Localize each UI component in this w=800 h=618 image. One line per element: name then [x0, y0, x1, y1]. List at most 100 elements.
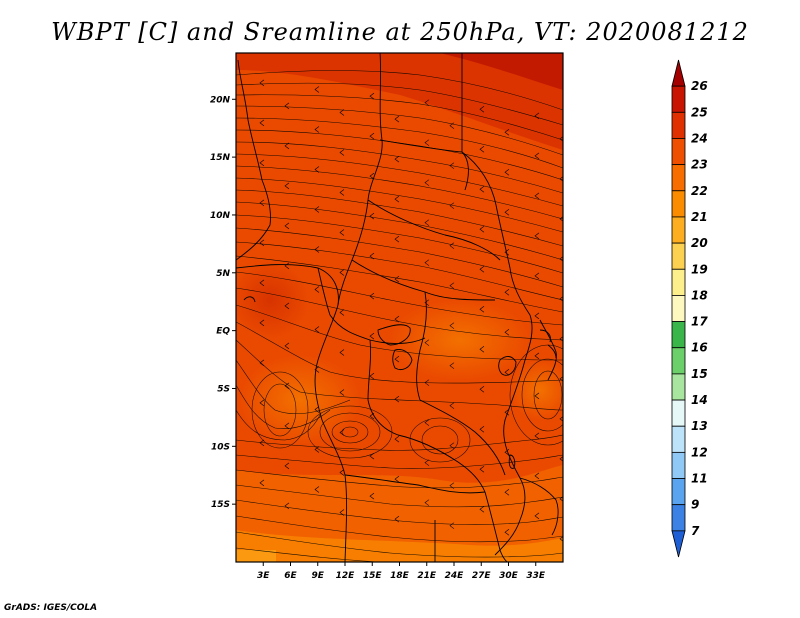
streamline-arrowhead [339, 229, 345, 236]
streamline-arrowhead [369, 492, 375, 500]
lon-tick-label: 33E [526, 571, 546, 581]
streamline-arrowhead [449, 162, 455, 169]
footer-credit: GrADS: IGES/COLA [4, 603, 98, 613]
streamline-arrowhead [394, 275, 400, 283]
colorbar-label: 17 [691, 315, 708, 329]
streamline-arrowhead [394, 155, 400, 163]
colorbar-swatch [671, 451, 686, 479]
lon-tick-label: 21E [417, 571, 437, 581]
streamline-arrowhead [259, 79, 265, 87]
colorbar-swatch [671, 504, 686, 532]
lon-tick-label: 27E [472, 571, 492, 581]
streamline-arrowhead [534, 432, 540, 440]
orange-patch-east [390, 300, 530, 380]
colorbar-label: 19 [691, 262, 708, 276]
streamline-arrowhead [424, 499, 430, 506]
lat-tick-label: 15N [210, 153, 231, 163]
streamline-arrowhead [259, 119, 265, 127]
longitude-axis: 3E 6E 9E 12E 15E 18E 21E 24E 27E 30E 33E [257, 562, 546, 581]
colorbar-swatch [671, 242, 686, 270]
lon-tick-label: 3E [257, 571, 270, 581]
colorbar: 26 25 24 23 22 21 20 19 18 17 16 15 14 13 12 11 9 7 [671, 59, 708, 558]
streamline-arrowhead [314, 486, 320, 493]
colorbar-swatch [671, 268, 686, 296]
streamline-arrowhead [284, 382, 290, 390]
streamline-arrowhead [479, 306, 485, 313]
streamline-arrowhead [259, 479, 265, 487]
lon-tick-label: 30E [499, 571, 519, 581]
streamline-arrowhead [339, 189, 345, 196]
orange-patch-coast [510, 360, 563, 420]
streamline-arrowhead [314, 246, 320, 253]
streamline-arrowhead [534, 112, 540, 120]
streamline-arrowhead [394, 315, 400, 323]
streamline-arrowhead [479, 146, 485, 153]
colorbar-label: 26 [691, 79, 708, 93]
streamline-arrowhead [504, 289, 510, 296]
streamline-arrowhead [534, 352, 540, 360]
chart-title: WBPT [C] and Sreamline at 250hPa, VT: 20… [51, 18, 749, 46]
streamline-arrowhead [424, 299, 430, 306]
lat-tick-label: 5S [217, 384, 230, 394]
streamline-arrowhead [449, 202, 455, 209]
colorbar-swatch [671, 85, 686, 113]
streamline-arrowhead [504, 209, 510, 216]
streamline-arrowhead [504, 129, 510, 136]
warm-band-north [236, 53, 563, 150]
streamline-arrowhead [339, 469, 345, 476]
streamline-arrowhead [339, 269, 345, 276]
colorbar-label: 9 [691, 498, 699, 512]
streamline-arrowhead [259, 359, 265, 367]
colorbar-label: 22 [691, 184, 708, 198]
lat-tick-label: 10S [211, 442, 230, 452]
colorbar-label: 25 [691, 105, 708, 119]
streamline-arrowhead [424, 99, 430, 106]
latitude-axis: 20N 15N 10N 5N EQ 5S 10S 15S [210, 95, 236, 510]
streamline-arrowhead [449, 242, 455, 249]
streamline-arrowhead [449, 522, 455, 529]
streamline-arrowhead [369, 172, 375, 180]
streamline-arrowhead [479, 506, 485, 513]
streamline-arrowhead [504, 409, 510, 416]
streamline-arrowhead [259, 279, 265, 287]
streamline-arrowhead [394, 195, 400, 203]
streamline-arrowhead [424, 179, 430, 186]
streamline-arrowhead [424, 379, 430, 386]
colorbar-swatch [671, 321, 686, 349]
colorbar-swatch [671, 111, 686, 139]
lat-tick-label: 5N [216, 269, 230, 279]
streamline-arrowhead [424, 219, 430, 226]
streamline-arrowhead [504, 369, 510, 376]
colorbar-label: 21 [691, 210, 708, 224]
colorbar-top-arrow [671, 59, 686, 87]
streamline-arrowhead [259, 319, 265, 327]
colorbar-label: 14 [691, 393, 708, 407]
lon-tick-label: 9E [312, 571, 325, 581]
colorbar-label: 12 [691, 445, 708, 459]
streamline-arrowhead [394, 115, 400, 123]
colorbar-label: 7 [691, 524, 700, 538]
streamline-arrowhead [314, 206, 320, 213]
streamline-arrowhead [504, 329, 510, 336]
streamline-arrowhead [449, 122, 455, 129]
colorbar-label: 18 [691, 288, 708, 302]
streamline-arrowhead [534, 272, 540, 280]
lon-tick-label: 15E [363, 571, 383, 581]
lon-tick-label: 12E [336, 571, 356, 581]
warmest-band-north [440, 53, 563, 90]
lat-tick-label: 10N [210, 211, 231, 221]
streamline-arrowhead [449, 322, 455, 329]
streamline-arrowhead [394, 395, 400, 403]
streamline-arrowhead [504, 249, 510, 256]
streamline-arrowhead [479, 466, 485, 473]
streamline-arrowhead [479, 426, 485, 433]
coolest-band-south [236, 530, 563, 562]
streamline-arrowhead [259, 159, 265, 167]
streamline-arrowhead [259, 439, 265, 447]
streamline-arrowhead [314, 166, 320, 173]
streamline-arrowhead [339, 309, 345, 316]
lon-tick-label: 18E [390, 571, 410, 581]
streamline-arrowhead [504, 169, 510, 176]
borders [236, 53, 559, 562]
streamline-arrowhead [534, 392, 540, 400]
